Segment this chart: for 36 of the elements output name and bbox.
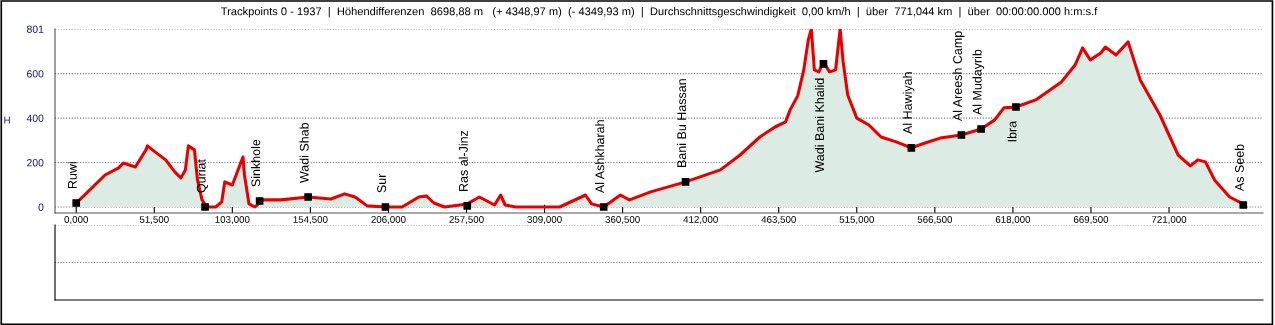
x-tick-label: 154,500 (293, 216, 328, 225)
annotation: Al Areesh Camp (952, 31, 965, 122)
x-tick-label: 103,000 (215, 216, 250, 225)
annotation: Al Mudayrib (972, 49, 985, 116)
y-tick-label: 600 (27, 70, 44, 78)
y-axis-title: H (4, 116, 10, 124)
annotation: Ras al-Jinz (458, 130, 468, 191)
annotation: Bani Bu Hassan (676, 79, 687, 167)
annotation: Sur (377, 173, 386, 193)
annotation: Ruwi (67, 162, 77, 189)
annotation: Ibra (1007, 120, 1017, 142)
x-tick-label: 618,000 (995, 216, 1031, 225)
x-tick-label: 515,000 (839, 216, 874, 225)
annotation: Wadi Shab (299, 122, 309, 184)
annotation: Wadi Bani Khalid (814, 78, 825, 173)
x-tick-label: 566,500 (917, 216, 953, 225)
chart-title: Trackpoints 0 - 1937 | Höhendifferenzen 8698,88 m (+ 4348,97 m) (- 4349,93 m) | Durchschnittsgeschwindigkeit 0,00 km/h | über 771,044 km | über 00:00:00.000 h:m:s.f (221, 7, 1098, 18)
y-tick-label: 0 (38, 203, 44, 211)
annotation: Al Ashkharah (595, 120, 605, 194)
x-tick-label: 206,000 (371, 216, 406, 225)
annotation: Al Hawiyah (902, 72, 915, 134)
y-tick-label: 400 (26, 114, 44, 122)
y-tick-label: 801 (26, 25, 44, 33)
x-tick-label: 412,000 (683, 216, 718, 225)
x-tick-label: 721,000 (1151, 216, 1187, 225)
x-tick-label: 669,500 (1073, 216, 1109, 225)
x-tick-label: 463,500 (761, 216, 796, 225)
annotation: As Seeb (1234, 144, 1244, 192)
x-tick-label: 360,500 (605, 216, 640, 225)
x-tick-label: 0,000 (64, 216, 89, 225)
x-tick-label: 257,500 (449, 216, 484, 225)
x-tick-label: 51,500 (139, 216, 169, 225)
x-tick-label: 309,000 (527, 216, 562, 225)
annotation: Quriat (196, 159, 208, 193)
y-tick-label: 200 (27, 159, 44, 167)
annotation: Sinkhole (251, 139, 261, 187)
